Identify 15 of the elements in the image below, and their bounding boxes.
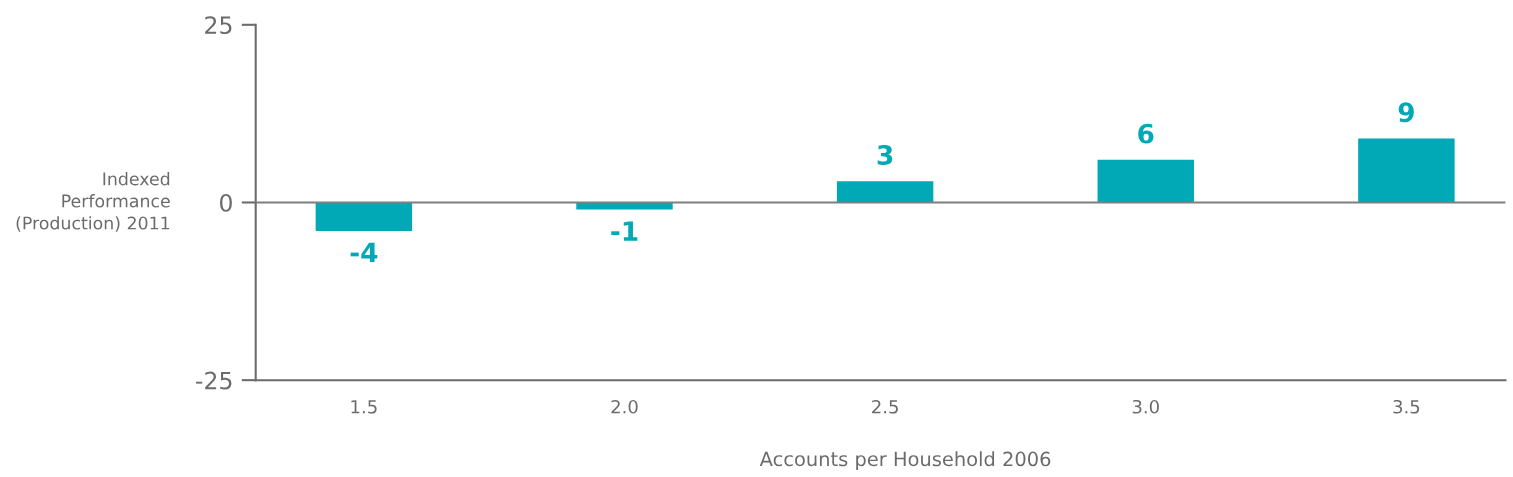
x-tick-label: 3.0 [1132,399,1159,414]
y-tick-label: -25 [196,371,232,390]
y-tick-label: 0 [220,193,232,212]
data-label: 3 [877,144,893,165]
x-tick-label: 1.5 [351,400,377,414]
data-label: -1 [611,221,638,241]
data-label: -4 [350,242,378,263]
y-axis-title: Indexed Performance (Production) 2011 [16,172,170,232]
x-tick-label: 2.5 [872,399,898,414]
x-tick-label: 3.5 [1393,399,1420,414]
data-label: 9 [1398,102,1414,123]
data-label: 6 [1138,123,1154,144]
x-axis-title: Accounts per Household 2006 [759,451,1051,471]
y-tick-label: 25 [205,16,232,35]
x-tick-label: 2.0 [611,399,638,414]
